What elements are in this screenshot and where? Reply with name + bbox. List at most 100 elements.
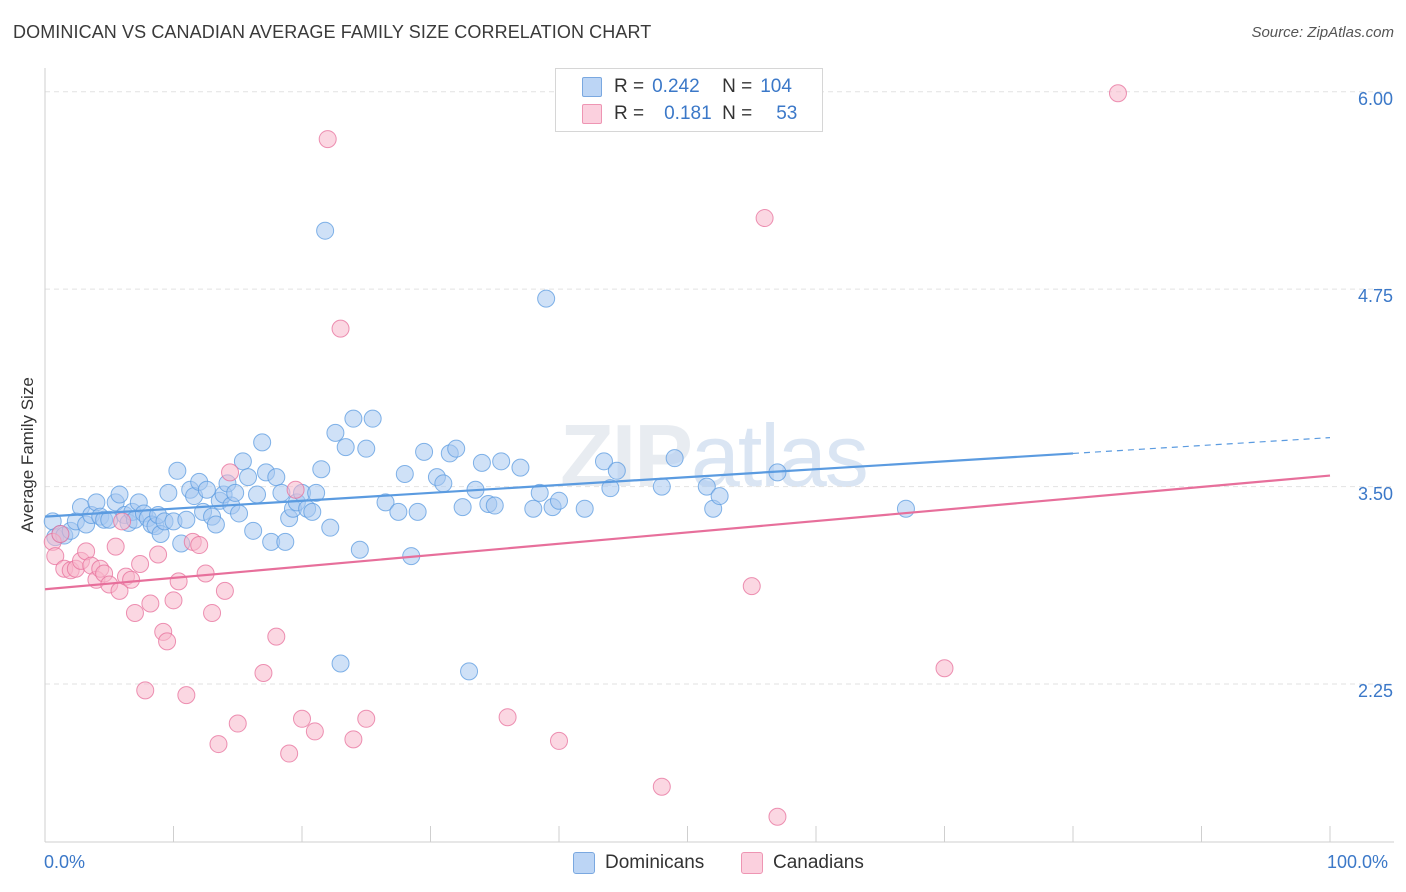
point-canadians [768,807,787,826]
legend-r-value: 0.181 [664,103,712,124]
x-tick-label-max: 100.0% [1327,852,1389,872]
point-dominicans [276,532,295,551]
point-dominicans [312,460,331,479]
point-dominicans [316,221,335,240]
legend-n-label: N = [722,103,753,124]
point-canadians [344,730,363,749]
legend-item-dominicans: Dominicans [573,852,704,874]
point-dominicans [159,483,178,502]
point-dominicans [110,485,129,504]
point-dominicans [326,423,345,442]
point-canadians [286,480,305,499]
point-dominicans [239,468,258,487]
point-canadians [122,570,141,589]
chart-title: DOMINICAN VS CANADIAN AVERAGE FAMILY SIZ… [13,22,652,42]
source-label: Source: ZipAtlas.com [1251,24,1394,41]
point-dominicans [652,477,671,496]
legend-n-label: N = [722,76,753,97]
point-dominicans [376,493,395,512]
trend-line-canadians [44,474,1331,591]
point-dominicans [415,442,434,461]
point-dominicans [307,483,326,502]
point-canadians [280,744,299,763]
point-dominicans [331,654,350,673]
point-canadians [293,709,311,728]
point-dominicans [389,502,408,521]
point-dominicans [267,468,286,487]
point-dominicans [434,474,453,493]
point-dominicans [575,499,594,518]
point-canadians [203,603,222,622]
point-canadians [498,708,517,727]
point-canadians [1108,84,1127,103]
legend-row-canadians: R = 0.181 N = 53 [582,102,797,126]
point-canadians [141,594,160,613]
point-canadians [125,603,144,622]
point-canadians [209,735,228,754]
point-canadians [106,537,125,556]
y-tick-label: 4.75 [1357,286,1393,307]
point-dominicans [344,409,363,428]
point-canadians [742,577,761,596]
point-dominicans [447,439,466,458]
point-dominicans [357,439,376,458]
point-canadians [177,686,196,705]
series-legend: Dominicans Canadians [0,852,1406,876]
point-canadians [169,572,188,591]
point-canadians [652,777,671,796]
point-dominicans [206,515,225,534]
point-canadians [357,709,376,728]
point-canadians [755,209,774,228]
point-canadians [190,536,209,555]
point-canadians [158,632,177,651]
point-dominicans [697,477,716,496]
point-dominicans [408,502,427,521]
legend-swatch-dominicans [582,77,602,97]
point-dominicans [550,491,568,510]
legend-r-label: R = [614,103,645,124]
point-dominicans [253,433,272,452]
point-canadians [113,512,132,531]
point-canadians [164,591,183,610]
legend-label-dominicans: Dominicans [605,852,705,873]
legend-n-value: 53 [776,103,798,124]
legend-r-value: 0.242 [652,76,700,97]
legend-swatch-dominicans [573,852,595,874]
point-dominicans [460,662,479,681]
point-dominicans [472,453,491,472]
point-dominicans [601,479,620,498]
legend-swatch-canadians [741,852,763,874]
point-dominicans [336,438,355,457]
point-dominicans [710,487,729,506]
point-dominicans [303,502,322,521]
x-tick-label-min: 0.0% [44,852,86,872]
point-dominicans [524,499,543,518]
point-dominicans [363,409,382,428]
point-dominicans [230,504,249,523]
point-canadians [51,524,70,543]
point-dominicans [244,521,263,540]
y-tick-label: 2.25 [1357,681,1393,702]
point-dominicans [607,461,626,480]
watermark: ZIPatlas [560,405,869,507]
point-canadians [136,681,155,700]
point-canadians [46,547,65,566]
point-canadians [318,130,337,149]
stats-legend: R = 0.242 N = 104 R = 0.181 N = 53 [555,68,823,132]
point-canadians [267,627,286,646]
legend-swatch-canadians [582,104,602,124]
point-dominicans [537,289,556,308]
point-canadians [935,659,954,678]
trend-line-dominicans [44,452,1074,518]
point-dominicans [350,540,369,559]
point-dominicans [594,452,613,471]
point-dominicans [177,510,196,529]
point-dominicans [248,485,267,504]
point-dominicans [485,496,504,515]
point-dominicans [665,449,684,468]
point-dominicans [321,518,340,537]
legend-item-canadians: Canadians [741,852,864,874]
point-canadians [305,722,324,741]
point-dominicans [511,458,530,477]
